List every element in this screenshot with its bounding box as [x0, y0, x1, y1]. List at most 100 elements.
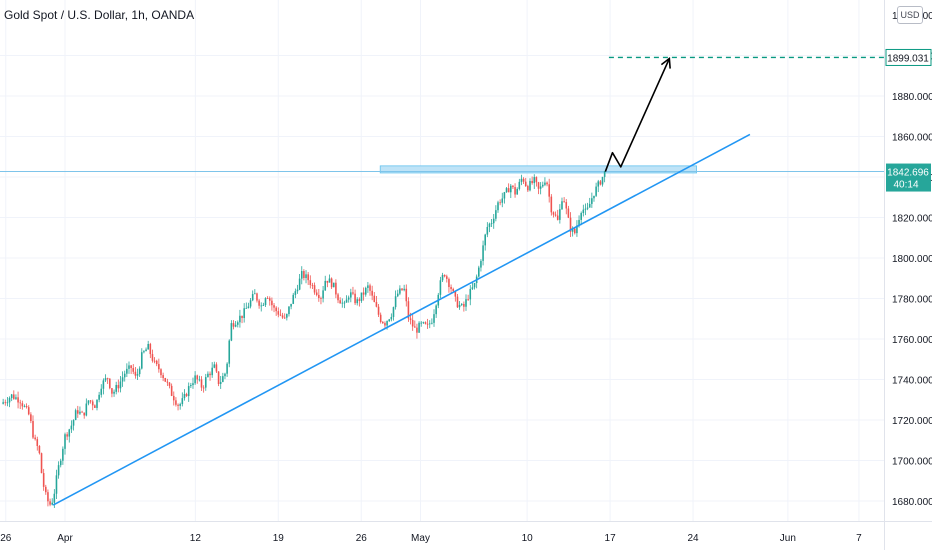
- candle-body: [100, 388, 103, 395]
- candle-body: [424, 322, 427, 324]
- candle-body: [450, 286, 452, 289]
- candle-body: [565, 202, 568, 209]
- candle-body: [420, 322, 423, 324]
- candle-body: [482, 245, 484, 261]
- candle-body: [388, 319, 391, 322]
- candle-body: [40, 453, 43, 474]
- candle-body: [283, 317, 286, 319]
- candle-body: [495, 210, 497, 219]
- candle-body: [518, 181, 521, 189]
- candle-body: [469, 288, 472, 300]
- candle-body: [17, 397, 19, 403]
- time-tick-label: Apr: [57, 533, 73, 544]
- candle-body: [292, 294, 295, 304]
- candle-body: [541, 184, 544, 187]
- candle-body: [74, 410, 77, 421]
- candle-body: [497, 202, 499, 211]
- candle-body: [170, 385, 173, 396]
- candle-body: [298, 278, 301, 290]
- candle-body: [433, 314, 435, 323]
- candle-body: [247, 306, 250, 309]
- candle-body: [76, 410, 79, 414]
- candle-body: [190, 385, 192, 387]
- candle-body: [456, 296, 459, 308]
- candle-body: [209, 373, 211, 376]
- price-tick-label: 1860.000: [892, 133, 932, 144]
- candle-body: [143, 351, 145, 353]
- candle-body: [505, 188, 508, 193]
- price-tick-label: 1680.000: [892, 497, 932, 508]
- candle-body: [202, 387, 205, 389]
- candle-body: [83, 412, 85, 416]
- candle-body: [213, 364, 216, 368]
- candle-body: [34, 437, 36, 440]
- candle-body: [4, 402, 7, 404]
- candle-body: [454, 291, 457, 297]
- candle-body: [121, 377, 124, 382]
- candle-body: [416, 327, 418, 333]
- candle-body: [599, 181, 602, 185]
- candle-body: [70, 425, 73, 430]
- candle-body: [414, 326, 416, 328]
- candle-body: [262, 304, 265, 306]
- candle-body: [134, 371, 137, 376]
- candle-body: [339, 300, 341, 304]
- candle-body: [356, 299, 359, 304]
- candle-body: [207, 373, 209, 378]
- price-axis[interactable]: 1680.000 1700.000 1720.000 1740.000 1760.000…: [884, 0, 932, 550]
- candle-body: [64, 434, 66, 449]
- candle-body: [332, 282, 335, 288]
- candle-body: [57, 465, 60, 476]
- candle-body: [307, 274, 309, 281]
- candle-body: [471, 287, 474, 289]
- candle-body: [531, 180, 533, 184]
- currency-badge[interactable]: USD: [897, 6, 923, 24]
- candle-body: [467, 299, 469, 301]
- candle-body: [556, 215, 559, 220]
- candle-body: [241, 315, 243, 319]
- candle-body: [215, 364, 218, 372]
- candle-body: [187, 386, 190, 397]
- time-tick-label: 19: [273, 533, 285, 544]
- candle-body: [230, 323, 233, 341]
- candle-body: [126, 368, 128, 374]
- candle-body: [371, 290, 373, 296]
- candle-body: [164, 378, 167, 382]
- candle-body: [529, 180, 531, 191]
- candle-body: [509, 185, 512, 193]
- candle-body: [104, 378, 107, 381]
- candle-body: [603, 171, 606, 177]
- candle-body: [53, 493, 56, 503]
- candle-body: [254, 293, 256, 295]
- candle-body: [480, 260, 482, 268]
- candle-body: [149, 343, 152, 355]
- candle-body: [192, 383, 194, 386]
- candle-body: [345, 299, 348, 303]
- candle-body: [516, 188, 518, 195]
- candle-body: [232, 323, 235, 327]
- candle-body: [6, 402, 9, 404]
- candle-body: [98, 394, 100, 400]
- time-axis[interactable]: 26 Apr 12 19 26 May 10 17 24 Jun 7: [0, 521, 932, 545]
- candle-body: [113, 391, 115, 394]
- candle-body: [72, 420, 75, 426]
- candle-body: [286, 314, 288, 318]
- candle-body: [234, 324, 237, 327]
- candle-body: [507, 188, 510, 193]
- candle-body: [264, 298, 267, 305]
- candle-body: [561, 201, 563, 210]
- candle-body: [411, 319, 414, 327]
- candle-body: [595, 186, 597, 196]
- time-tick-label: 17: [605, 533, 617, 544]
- candle-body: [478, 267, 480, 277]
- candle-body: [185, 393, 188, 397]
- candle-body: [326, 280, 329, 283]
- candle-body: [360, 292, 363, 301]
- candle-body: [288, 306, 290, 315]
- candle-body: [578, 219, 580, 226]
- candle-body: [194, 375, 196, 384]
- candle-body: [552, 212, 555, 215]
- candle-body: [396, 293, 399, 297]
- candle-body: [341, 302, 344, 304]
